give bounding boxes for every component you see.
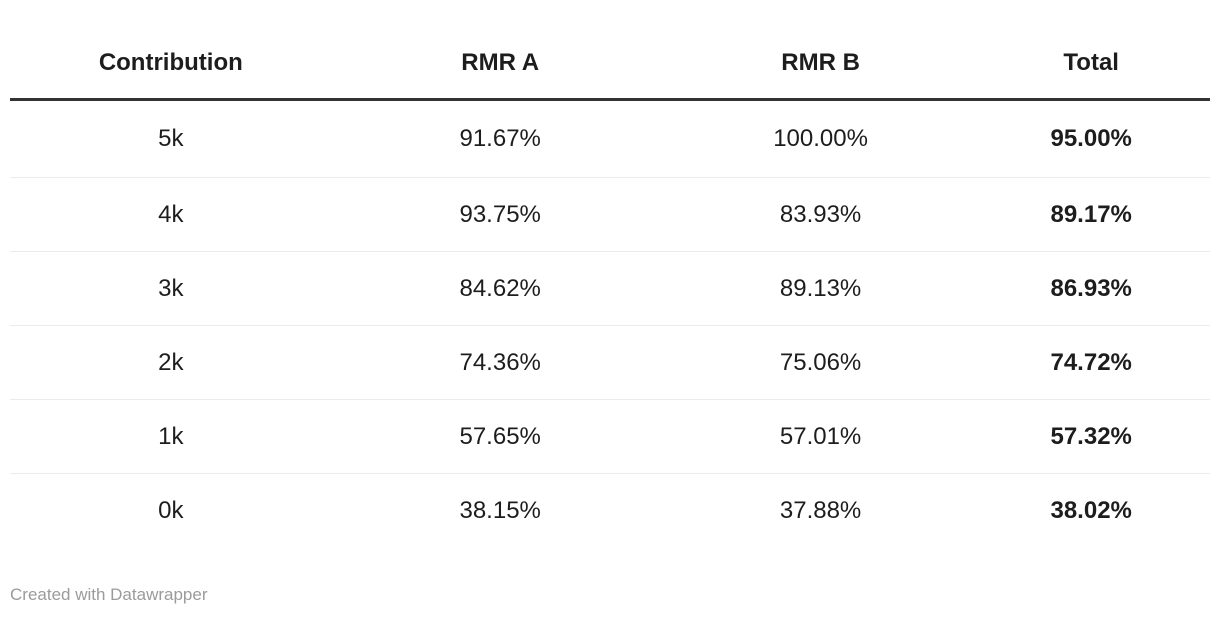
table-header: Contribution RMR A RMR B Total <box>10 28 1210 101</box>
value-cell: 74.36% <box>331 325 669 400</box>
table-body: 5k 91.67% 100.00% 95.00% 4k 93.75% 83.93% 89.17… <box>10 100 1210 547</box>
column-header-total: Total <box>972 28 1210 101</box>
value-cell: 38.02% <box>972 473 1210 547</box>
table-row: 5k 91.67% 100.00% 95.00% <box>10 100 1210 178</box>
value-cell: 100.00% <box>773 125 868 152</box>
value-cell: 83.93% <box>668 177 973 252</box>
row-label-cell: 0k <box>10 473 332 547</box>
value-cell: 91.67% <box>459 125 541 152</box>
row-label-cell: 2k <box>10 325 332 400</box>
column-header-contribution: Contribution <box>10 28 332 101</box>
value-cell: 38.15% <box>331 473 669 547</box>
value-cell: 89.17% <box>972 177 1210 252</box>
table-row: 4k 93.75% 83.93% 89.17% <box>10 177 1210 252</box>
row-label-cell: 4k <box>10 177 332 252</box>
table-row: 0k 38.15% 37.88% 38.02% <box>10 473 1210 547</box>
data-table: Contribution RMR A RMR B Total 5k 91.67% 1… <box>10 28 1210 547</box>
row-label-cell: 1k <box>10 399 332 474</box>
value-cell: 86.93% <box>972 251 1210 326</box>
value-cell: 75.06% <box>668 325 973 400</box>
value-cell: 84.62% <box>331 251 669 326</box>
row-label-cell: 3k <box>10 251 332 326</box>
row-label-cell: 5k <box>158 125 184 152</box>
value-cell: 89.13% <box>668 251 973 326</box>
value-cell: 95.00% <box>1050 125 1132 152</box>
column-header-rmr-b: RMR B <box>668 28 973 101</box>
datawrapper-table-chart: Contribution RMR A RMR B Total 5k 91.67% 1… <box>10 28 1210 547</box>
column-header-rmr-a: RMR A <box>331 28 669 101</box>
value-cell: 74.72% <box>972 325 1210 400</box>
value-cell: 93.75% <box>331 177 669 252</box>
value-cell: 57.65% <box>331 399 669 474</box>
table-row: 1k 57.65% 57.01% 57.32% <box>10 399 1210 474</box>
value-cell: 57.01% <box>668 399 973 474</box>
attribution: Created with Datawrapper <box>0 547 1220 605</box>
header-row: Contribution RMR A RMR B Total <box>10 28 1210 101</box>
table-row: 2k 74.36% 75.06% 74.72% <box>10 325 1210 400</box>
attribution-link[interactable]: Created with Datawrapper <box>10 585 208 604</box>
table-row: 3k 84.62% 89.13% 86.93% <box>10 251 1210 326</box>
value-cell: 57.32% <box>972 399 1210 474</box>
value-cell: 37.88% <box>668 473 973 547</box>
